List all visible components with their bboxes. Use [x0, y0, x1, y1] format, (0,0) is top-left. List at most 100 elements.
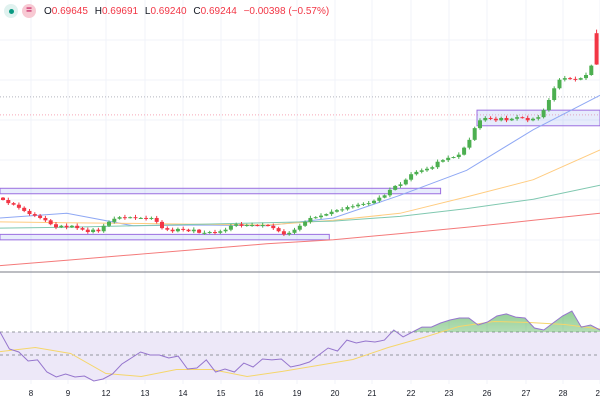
candle-body [276, 228, 281, 232]
candle-body [112, 218, 117, 222]
candle-body [239, 224, 244, 226]
candle-body [409, 174, 414, 180]
zone-box [0, 187, 442, 195]
candle-body [552, 88, 557, 100]
x-axis: 8 9 12 13 14 15 16 19 20 21 22 23 26 27 28 29 [29, 389, 600, 398]
candle-body [22, 207, 27, 211]
candle-body [435, 161, 440, 168]
ohlc-values: O0.69645 H0.69691 L0.69240 C0.69244 −0.0… [40, 6, 329, 17]
candle-body [451, 157, 456, 159]
candle-body [483, 117, 488, 121]
x-tick-label: 14 [179, 389, 188, 398]
candle-body [43, 217, 48, 221]
candle-body [16, 204, 21, 208]
rsi-overbought-fill [0, 311, 600, 332]
moving-average-slow [0, 184, 600, 229]
candle-body [462, 147, 467, 155]
close-value: 0.69244 [200, 5, 237, 17]
zone-boxes [0, 109, 600, 241]
eye-dot-icon[interactable] [4, 4, 18, 18]
candle-body [144, 217, 149, 219]
symbol-legend: = O0.69645 H0.69691 L0.69240 C0.69244 −0… [4, 4, 329, 18]
candle-body [393, 185, 398, 190]
moving-average-long [0, 212, 600, 267]
candle-body [361, 203, 366, 205]
x-tick-label: 21 [368, 389, 377, 398]
candle-body [456, 154, 461, 158]
x-tick-label: 12 [102, 389, 111, 398]
candle-body [117, 217, 122, 219]
candle-body [250, 225, 255, 226]
candle-body [48, 220, 53, 225]
close-label: C [193, 5, 201, 17]
candle-body [234, 224, 239, 226]
candle-body [165, 228, 170, 230]
low-value: 0.69240 [150, 5, 187, 17]
candle-body [525, 117, 530, 121]
x-tick-label: 26 [483, 389, 492, 398]
x-tick-label: 22 [407, 389, 416, 398]
x-tick-label: 15 [217, 389, 226, 398]
candle-body [213, 232, 217, 234]
candle-body [175, 228, 180, 232]
rsi-line [0, 310, 600, 382]
candle-body [266, 225, 270, 226]
candle-body [186, 229, 191, 232]
candle-body [520, 117, 525, 119]
candle-body [589, 65, 594, 75]
candle-body [493, 118, 498, 121]
candle-body [578, 78, 583, 80]
x-tick-label: 13 [141, 389, 150, 398]
candle-body [181, 228, 186, 230]
candle-body [308, 217, 313, 222]
open-value: 0.69645 [51, 5, 88, 17]
candle-body [107, 221, 111, 226]
candle-body [6, 200, 11, 204]
candle-body [562, 78, 567, 80]
candle-body [228, 225, 233, 230]
candle-body [38, 215, 43, 218]
candle-body [372, 200, 376, 204]
candle-body [425, 168, 429, 171]
candle-body [478, 120, 482, 129]
low-label: L [144, 5, 151, 17]
candle-body [329, 211, 334, 215]
x-tick-label: 29 [596, 389, 600, 398]
moving-averages [0, 94, 600, 267]
zone-box [0, 233, 330, 241]
menu-equals-icon[interactable]: = [22, 4, 36, 18]
candle-body [27, 210, 32, 215]
candle-body [334, 210, 339, 212]
candle-body [382, 195, 387, 198]
candle-body [255, 225, 260, 226]
candle-body [504, 117, 509, 121]
candle-body [403, 179, 408, 185]
candle-body [472, 128, 477, 140]
candle-body [101, 225, 106, 232]
candle-body [292, 229, 297, 233]
x-tick-label: 16 [255, 389, 264, 398]
candle-body [366, 203, 371, 205]
candle-body [467, 139, 472, 148]
candle-body [440, 160, 445, 162]
candle-body [271, 225, 276, 229]
candle-body [313, 217, 318, 219]
candle-body [207, 232, 212, 234]
candle-body [96, 229, 101, 232]
x-tick-label: 28 [559, 389, 568, 398]
candle-body [515, 117, 520, 119]
candle-body [59, 225, 64, 228]
candle-body [419, 170, 424, 172]
x-tick-label: 23 [445, 389, 454, 398]
candle-body [133, 217, 138, 219]
candle-body [91, 229, 96, 233]
candle-body [85, 229, 90, 233]
candle-body [281, 231, 286, 235]
rsi-ma-line [0, 320, 600, 378]
candle-body [541, 110, 546, 118]
candle-body [69, 225, 74, 228]
candle-body [32, 214, 37, 216]
candle-body [202, 232, 207, 234]
candle-body [197, 229, 202, 233]
